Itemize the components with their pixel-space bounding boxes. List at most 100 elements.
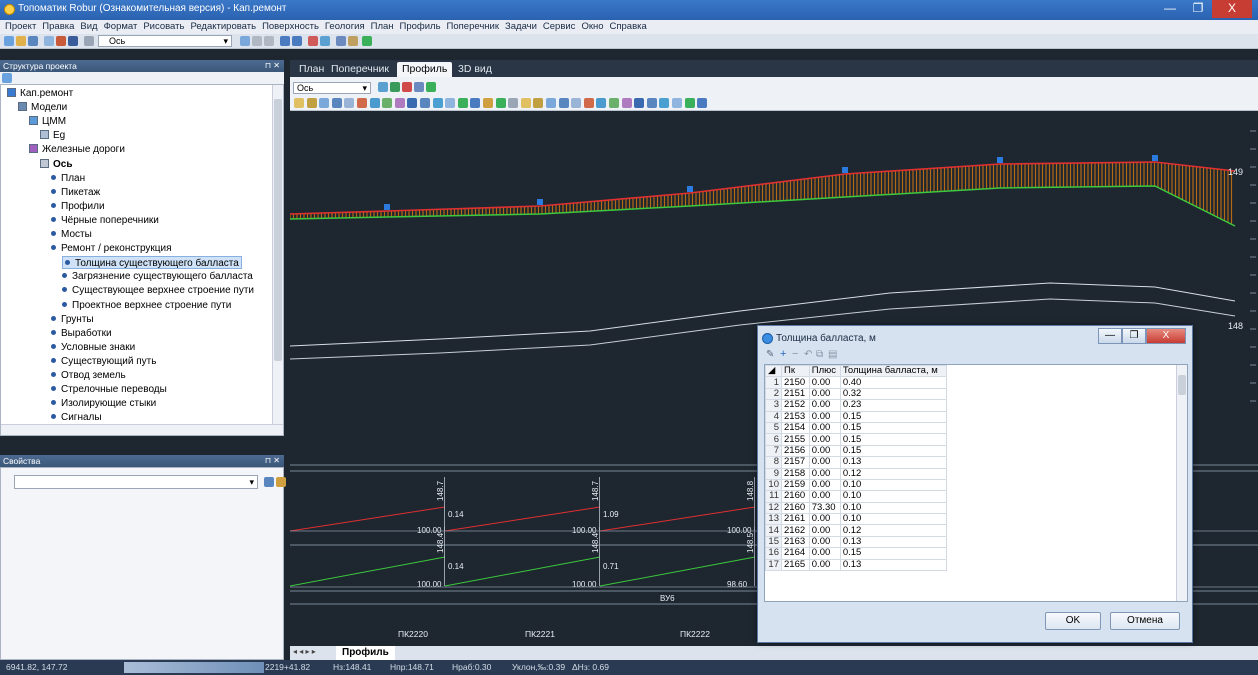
menu-item-9[interactable]: Профиль [399,21,441,32]
dialog-minimize-button[interactable]: — [1098,328,1122,344]
table-cell[interactable]: 0.00 [808,535,841,549]
table-row[interactable]: 10 2159 0.00 0.10 [765,478,948,492]
profile-tool-icon[interactable] [646,98,657,108]
station-marker[interactable] [687,186,693,192]
profile-view-icon[interactable] [378,82,388,92]
profile-tool-icon[interactable] [483,98,493,108]
tree-item[interactable]: Загрязнение существующего балласта [62,270,253,283]
tree-item[interactable]: Профили [51,200,105,213]
table-row[interactable]: 15 2163 0.00 0.13 [765,535,948,549]
tab-2[interactable]: Профиль [397,62,453,77]
profile-tool-icon[interactable] [634,98,645,108]
menu-item-0[interactable]: Проект [5,21,37,32]
close-button[interactable]: X [1212,0,1252,18]
tree-item[interactable]: Проектное верхнее строение пути [62,299,231,312]
tree-item[interactable]: Пикетаж [51,186,100,199]
menu-item-5[interactable]: Редактировать [190,21,257,32]
menu-item-7[interactable]: Геология [324,21,365,32]
profile-tool-icon[interactable] [609,98,619,108]
profile-tool-icon[interactable] [558,98,569,108]
tree-item[interactable]: ЦММ [29,115,66,128]
table-row[interactable]: 1 2150 0.00 0.40 [765,376,948,389]
profile-tool-icon[interactable] [596,98,607,108]
tree-item[interactable]: Существующий путь [51,355,156,368]
profile-tool-icon[interactable] [508,98,519,108]
table-row[interactable]: 13 2161 0.00 0.10 [765,513,948,526]
table-row[interactable]: 2 2151 0.00 0.32 [765,387,948,401]
profile-tool-icon[interactable] [306,98,317,108]
table-cell[interactable]: 0.15 [839,433,948,446]
cancel-button[interactable]: Отмена [1110,612,1180,630]
table-cell[interactable]: 0.00 [808,421,841,435]
menu-item-13[interactable]: Окно [581,21,604,32]
table-cell[interactable]: 2162 [781,524,810,537]
table-cell[interactable]: 0.15 [839,421,948,435]
table-cell[interactable]: 2165 [781,558,810,572]
profile-tool-icon[interactable] [369,98,380,108]
profile-tool-icon[interactable] [659,98,670,108]
menu-item-12[interactable]: Сервис [542,21,576,32]
table-cell[interactable]: 0.13 [839,535,948,549]
minimize-button[interactable]: — [1164,1,1176,15]
table-cell[interactable]: 2155 [781,433,810,446]
table-cell[interactable]: 2161 [781,513,810,526]
tree-item[interactable]: Выработки [51,327,112,340]
table-row[interactable]: 5 2154 0.00 0.15 [765,421,948,435]
dialog-maximize-button[interactable]: ❐ [1122,328,1146,344]
tree-item[interactable]: Железные дороги [29,143,125,156]
cut-icon[interactable] [252,36,262,46]
table-row[interactable]: 8 2157 0.00 0.13 [765,456,948,469]
undo-icon[interactable] [280,36,290,46]
menu-item-10[interactable]: Поперечник [446,21,499,32]
menu-item-11[interactable]: Задачи [505,21,537,32]
tree-item[interactable]: Грунты [51,313,94,326]
table-cell[interactable]: 0.00 [808,524,841,537]
pin-icon[interactable]: ⊓ ✕ [264,61,280,70]
profile-tool-icon[interactable] [546,98,556,108]
table-cell[interactable]: 2164 [781,547,810,560]
tree-item[interactable]: Изолирующие стыки [51,397,156,410]
table-row[interactable]: 11 2160 0.00 0.10 [765,490,948,503]
ok-button[interactable]: OK [1045,612,1101,630]
column-header-pk[interactable]: Пк [781,365,810,378]
print-icon[interactable] [56,36,66,46]
profile-tool-icon[interactable] [357,98,367,108]
menu-item-14[interactable]: Справка [609,21,647,32]
profile-tool-icon[interactable] [445,98,456,108]
table-cell[interactable]: 2163 [781,535,810,549]
profile-tool-icon[interactable] [407,98,418,108]
table-cell[interactable]: 2152 [781,399,810,412]
table-cell[interactable]: 73.30 [808,501,841,515]
profile-tool-icon[interactable] [583,98,594,108]
table-cell[interactable]: 2154 [781,421,810,435]
tree-item[interactable]: Чёрные поперечники [51,214,159,227]
axis-select[interactable]: Ось ▾ [98,35,232,47]
sheet-nav-arrows[interactable]: ◂ ◂ ▸ ▸ [293,647,316,656]
tree-item[interactable]: Толщина существующего балласта [62,256,242,270]
maximize-button[interactable]: ❐ [1192,1,1204,15]
table-row[interactable]: 17 2165 0.00 0.13 [765,558,948,572]
profile-view-icon[interactable] [426,82,436,92]
profile-tool-icon[interactable] [470,98,481,108]
sheet-tab-profile[interactable]: Профиль [336,646,395,660]
profile-tool-icon[interactable] [697,98,708,108]
table-cell[interactable]: 0.00 [808,399,841,412]
table-row[interactable]: 14 2162 0.00 0.12 [765,524,948,537]
properties-object-select[interactable]: ▾ [14,475,258,489]
table-cell[interactable]: 0.00 [808,444,841,458]
menu-item-2[interactable]: Вид [80,21,98,32]
profile-tool-icon[interactable] [420,98,430,108]
table-cell[interactable]: 0.12 [839,467,948,480]
table-cell[interactable]: 2160 [781,501,810,515]
menu-item-8[interactable]: План [370,21,394,32]
tab-1[interactable]: Поперечник [331,63,389,75]
table-cell[interactable]: 2158 [781,467,810,480]
table-cell[interactable]: 0.10 [839,501,948,515]
profile-tool-icon[interactable] [457,98,468,108]
table-cell[interactable]: 0.15 [839,547,948,560]
tree-item[interactable]: Кап.ремонт [7,87,73,100]
profile-tool-icon[interactable] [382,98,393,108]
table-cell[interactable]: 0.00 [808,387,841,401]
zoom-icon[interactable] [308,36,318,46]
table-cell[interactable]: 0.00 [808,490,841,503]
